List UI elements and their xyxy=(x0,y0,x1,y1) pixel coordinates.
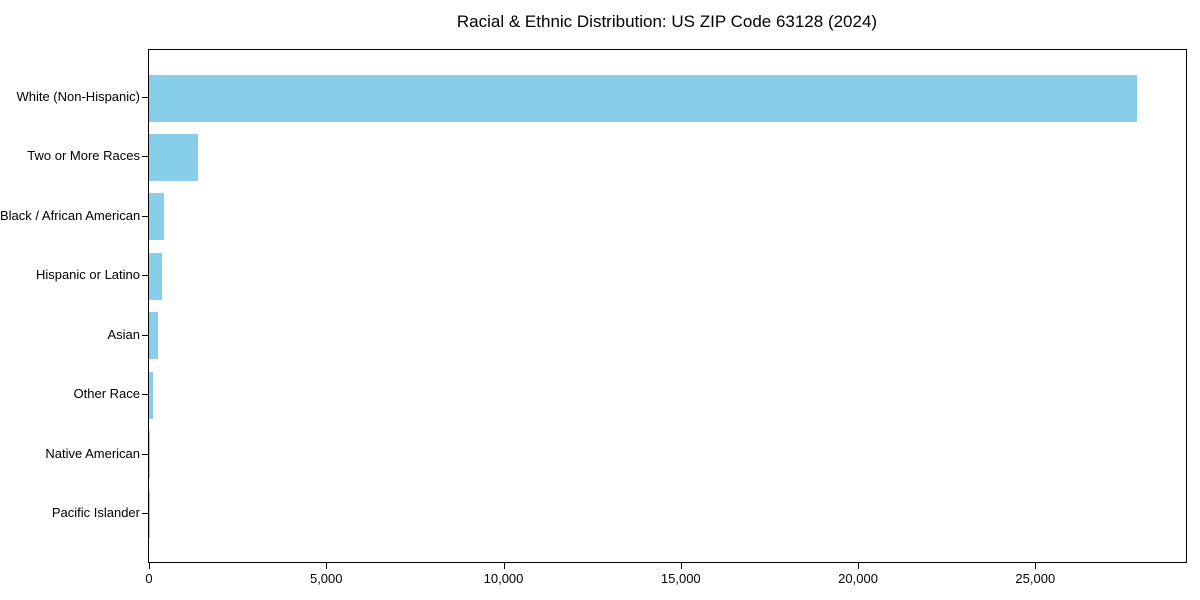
x-tick-label: 20,000 xyxy=(838,571,878,586)
x-tick-label: 0 xyxy=(145,571,153,586)
x-tick-label: 25,000 xyxy=(1015,571,1056,586)
bar-4 xyxy=(149,252,163,300)
y-axis-tick xyxy=(142,97,148,98)
y-axis-tick xyxy=(142,453,148,455)
y-tick-label: Asian xyxy=(107,326,140,342)
y-axis-tick xyxy=(142,334,148,336)
y-axis-tick xyxy=(142,275,148,277)
x-tick-label: 15,000 xyxy=(660,571,701,586)
x-axis-tick xyxy=(858,563,860,569)
y-tick-label: Black / African American xyxy=(0,207,141,223)
bar-3 xyxy=(149,193,165,241)
y-axis-tick xyxy=(142,513,148,514)
y-axis-tick xyxy=(142,156,148,158)
x-axis-tick xyxy=(503,563,505,569)
y-tick-label: Hispanic or Latino xyxy=(35,267,140,283)
y-tick-label: Native American xyxy=(45,445,140,461)
y-axis-tick xyxy=(142,215,148,217)
y-axis-tick xyxy=(142,394,148,396)
x-axis-tick xyxy=(149,563,150,569)
bar-7 xyxy=(149,431,150,479)
y-tick-label: Pacific Islander xyxy=(51,505,140,520)
bar-5 xyxy=(149,312,159,360)
bar-6 xyxy=(149,371,154,419)
x-axis-tick xyxy=(680,563,682,569)
x-tick-label: 5,000 xyxy=(309,571,343,586)
bar-2 xyxy=(149,133,198,181)
chart-title: Racial & Ethnic Distribution: US ZIP Cod… xyxy=(456,12,878,31)
plot-area xyxy=(148,49,1187,563)
y-tick-label: Other Race xyxy=(73,386,140,402)
x-tick-label: 10,000 xyxy=(483,571,524,586)
x-axis-tick xyxy=(1035,563,1037,569)
bar-1 xyxy=(149,74,1137,122)
x-axis-tick xyxy=(326,563,328,569)
y-tick-label: White (Non-Hispanic) xyxy=(16,89,140,104)
y-tick-label: Two or More Races xyxy=(27,148,140,164)
